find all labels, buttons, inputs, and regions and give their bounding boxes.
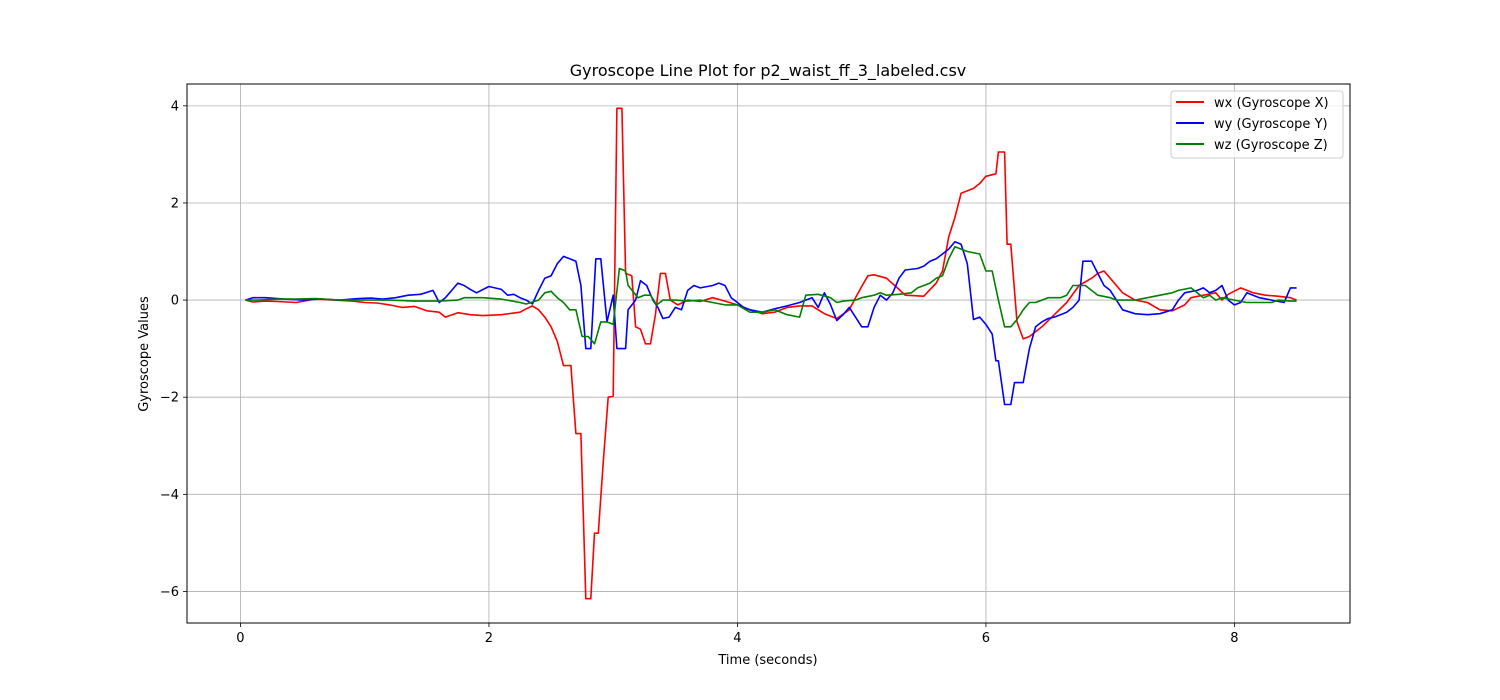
plot-frame (186, 83, 1351, 624)
axis-ticks: 0 2 4 6 8 −6 −4 −2 0 2 4 (160, 99, 1239, 646)
x-tick-label: 4 (733, 631, 741, 646)
y-tick-label: −6 (160, 585, 179, 600)
y-tick-label: 2 (171, 196, 179, 211)
series-wz-line (245, 245, 1297, 345)
legend-box (1170, 90, 1344, 159)
y-tick-label: 0 (171, 294, 179, 309)
legend-label-wx: wx (Gyroscope X) (1214, 96, 1329, 111)
legend: wx (Gyroscope X) wy (Gyroscope Y) wz (Gy… (1170, 90, 1344, 159)
chart-title: Gyroscope Line Plot for p2_waist_ff_3_la… (570, 61, 967, 81)
x-tick-label: 8 (1230, 631, 1238, 646)
x-tick-label: 6 (982, 631, 990, 646)
legend-label-wz: wz (Gyroscope Z) (1214, 138, 1328, 153)
y-tick-label: 4 (171, 99, 179, 114)
y-axis-label: Gyroscope Values (137, 296, 152, 412)
series-lines (245, 107, 1297, 600)
plot-area (187, 84, 1350, 623)
x-tick-label: 0 (236, 631, 244, 646)
legend-label-wy: wy (Gyroscope Y) (1214, 117, 1328, 132)
x-tick-label: 2 (485, 631, 493, 646)
y-tick-label: −2 (160, 391, 179, 406)
series-wx-line (245, 107, 1297, 600)
y-tick-label: −4 (160, 488, 179, 503)
series-wy-line (245, 241, 1297, 406)
x-axis-label: Time (seconds) (717, 653, 817, 668)
